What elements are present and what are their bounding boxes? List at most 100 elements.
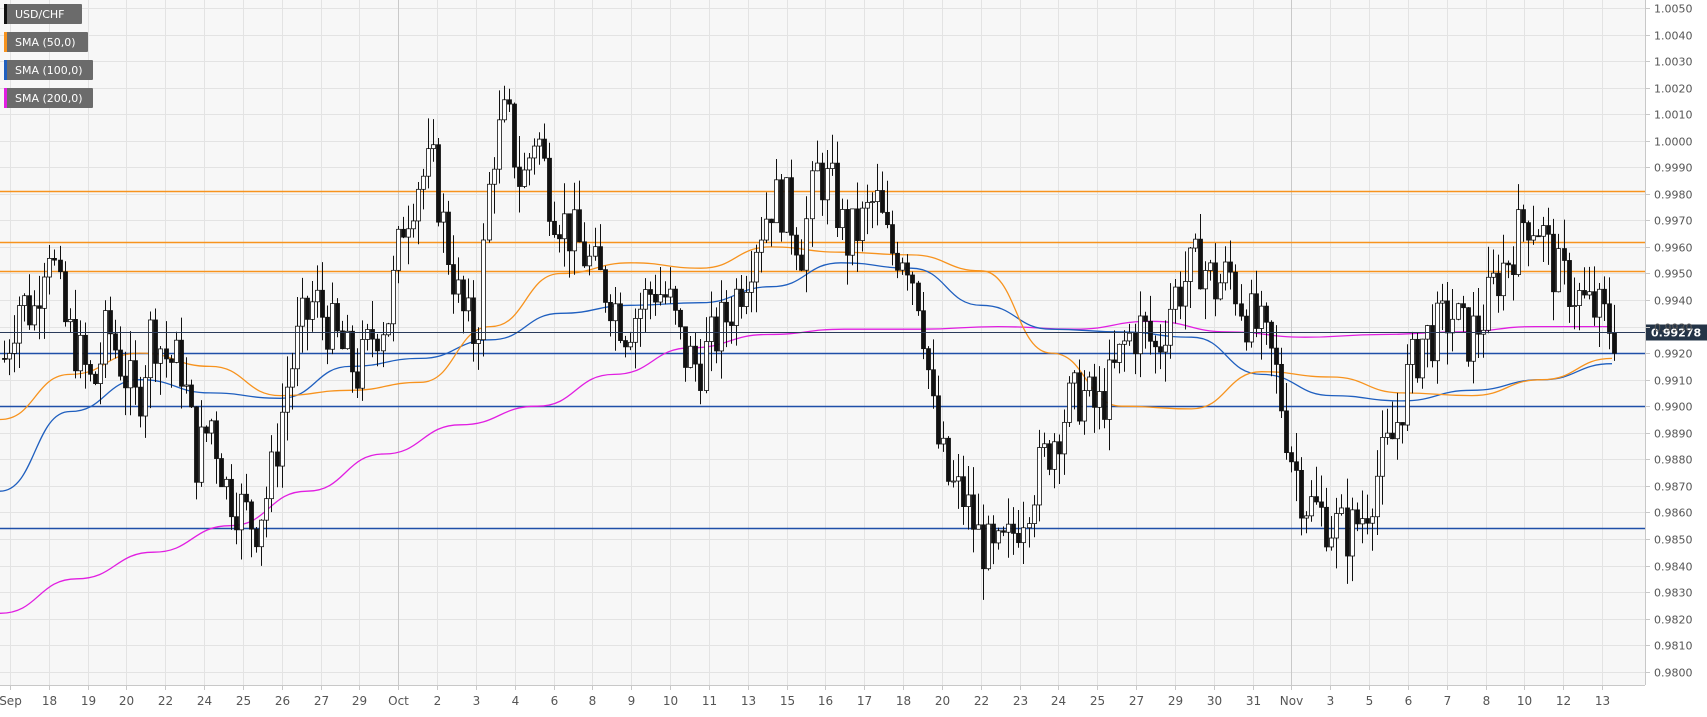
candle-body[interactable] [830,162,835,169]
candle-body[interactable] [804,218,809,271]
candle-body[interactable] [1450,318,1455,334]
candle-body[interactable] [1456,303,1461,320]
candle-body[interactable] [1117,343,1122,363]
candle-body[interactable] [598,246,603,271]
sma-100-line[interactable] [0,262,1613,492]
candle-body[interactable] [608,301,613,322]
candle-body[interactable] [825,168,830,201]
candle-body[interactable] [1143,315,1148,322]
candle-body[interactable] [275,451,280,467]
candle-body[interactable] [638,308,643,319]
candle-body[interactable] [1471,315,1476,362]
candle-body[interactable] [461,279,466,312]
candle-body[interactable] [704,341,709,391]
candle-body[interactable] [350,330,355,373]
candle-body[interactable] [1163,344,1168,353]
candle-body[interactable] [1355,509,1360,525]
candle-body[interactable] [365,329,370,340]
candle-body[interactable] [1592,291,1597,318]
candle-body[interactable] [1314,496,1319,503]
candle-body[interactable] [865,201,870,209]
candle-body[interactable] [1107,359,1112,420]
candle-body[interactable] [603,269,608,303]
candle-body[interactable] [401,228,406,238]
candle-body[interactable] [931,369,936,397]
candle-body[interactable] [1562,248,1567,261]
candle-body[interactable] [1223,261,1228,284]
candle-body[interactable] [1027,523,1032,529]
candle-body[interactable] [542,138,547,159]
candle-body[interactable] [1077,372,1082,422]
candle-body[interactable] [1430,325,1435,362]
candle-body[interactable] [476,339,481,344]
candle-body[interactable] [1264,305,1269,323]
candle-body[interactable] [875,190,880,203]
candle-body[interactable] [916,282,921,312]
candle-body[interactable] [1183,281,1188,307]
candle-body[interactable] [1148,320,1153,342]
candle-body[interactable] [1057,441,1062,455]
candle-body[interactable] [623,340,628,348]
candle-body[interactable] [7,353,12,360]
candle-body[interactable] [492,168,497,185]
candle-body[interactable] [441,211,446,223]
candle-body[interactable] [330,303,335,350]
candle-body[interactable] [966,494,971,507]
candle-body[interactable] [138,386,143,417]
candle-body[interactable] [153,319,158,364]
candle-body[interactable] [1001,530,1006,533]
candle-body[interactable] [1047,443,1052,470]
candle-body[interactable] [562,213,567,240]
candle-body[interactable] [643,289,648,310]
candle-body[interactable] [855,208,860,241]
candle-body[interactable] [2,358,7,360]
candle-body[interactable] [895,252,900,271]
candle-body[interactable] [870,201,875,204]
candle-body[interactable] [502,99,507,121]
candle-body[interactable] [497,119,502,170]
candle-body[interactable] [305,297,310,320]
candle-body[interactable] [547,157,552,222]
candle-body[interactable] [1390,432,1395,440]
legend-item[interactable]: SMA (200,0) [4,88,93,108]
candle-body[interactable] [1198,238,1203,290]
candle-body[interactable] [1102,391,1107,420]
candle-body[interactable] [769,218,774,224]
candle-body[interactable] [1435,302,1440,362]
candle-body[interactable] [587,255,592,267]
candle-body[interactable] [1284,410,1289,454]
candle-body[interactable] [143,377,148,417]
candle-body[interactable] [300,297,305,327]
candle-body[interactable] [234,516,239,531]
candle-body[interactable] [1228,261,1233,273]
candle-body[interactable] [991,523,996,544]
candle-body[interactable] [941,437,946,445]
candle-body[interactable] [1133,332,1138,355]
candle-body[interactable] [618,303,623,341]
candle-body[interactable] [194,406,199,483]
candle-body[interactable] [885,211,890,226]
candle-body[interactable] [951,480,956,483]
candle-body[interactable] [1607,303,1612,334]
candle-body[interactable] [1501,262,1506,297]
candle-body[interactable] [396,228,401,271]
candle-body[interactable] [1319,501,1324,508]
candle-body[interactable] [269,451,274,500]
candle-body[interactable] [1304,515,1309,519]
candle-body[interactable] [88,364,93,375]
candle-body[interactable] [360,339,365,389]
candle-body[interactable] [759,239,764,253]
candle-body[interactable] [910,274,915,284]
candle-body[interactable] [73,319,78,372]
candle-body[interactable] [976,524,981,530]
candle-body[interactable] [698,363,703,391]
candle-body[interactable] [567,213,572,252]
candle-body[interactable] [310,301,315,320]
candle-body[interactable] [1536,235,1541,238]
candle-body[interactable] [1491,272,1496,278]
candle-body[interactable] [1037,447,1042,506]
candle-body[interactable] [729,321,734,326]
candle-body[interactable] [375,338,380,352]
candle-body[interactable] [1244,315,1249,343]
candle-body[interactable] [199,426,204,483]
